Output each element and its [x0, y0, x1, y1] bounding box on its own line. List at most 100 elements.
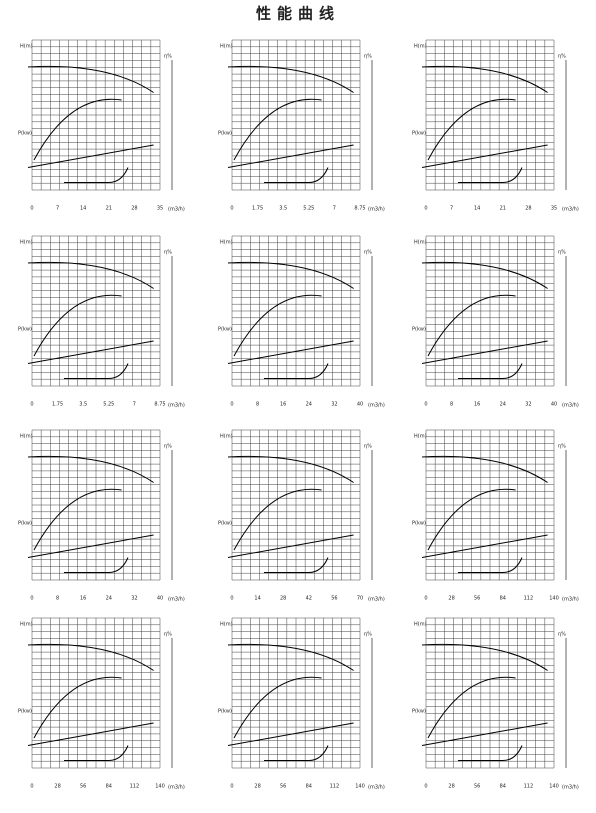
- power-label: P(kw): [18, 709, 32, 715]
- head-curve: [27, 261, 154, 289]
- head-curve: [421, 643, 548, 671]
- head-label: H(m): [20, 240, 33, 246]
- grid: [231, 235, 361, 387]
- flow-label: (m3/h): [562, 597, 579, 603]
- power-label: P(kw): [18, 327, 32, 333]
- performance-chart: H(m) P(kw) η% (m3/h) 0 8 16 24 32 40: [18, 429, 185, 603]
- power-label: P(kw): [412, 521, 426, 527]
- efficiency-label: η%: [164, 54, 172, 60]
- efficiency-curve: [233, 294, 322, 357]
- x-tick-label: 8.75: [154, 402, 165, 408]
- grid: [425, 429, 555, 581]
- npsh-curve: [264, 557, 329, 573]
- npsh-curve: [264, 745, 329, 761]
- efficiency-curve: [427, 294, 516, 357]
- flow-label: (m3/h): [168, 403, 185, 409]
- power-curve: [227, 722, 354, 746]
- efficiency-label: η%: [164, 444, 172, 450]
- performance-chart: H(m) P(kw) η% (m3/h) 0 7 14 21 28 35: [18, 39, 185, 213]
- grid: [425, 235, 555, 387]
- head-curve: [27, 65, 154, 93]
- head-curve: [227, 65, 354, 93]
- power-label: P(kw): [218, 709, 232, 715]
- npsh-curve: [64, 363, 129, 379]
- x-tick-label: 14: [80, 206, 86, 212]
- x-tick-label: 8: [56, 596, 59, 602]
- npsh-curve: [64, 557, 129, 573]
- x-tick-label: 28: [131, 206, 137, 212]
- x-tick-label: 42: [306, 596, 312, 602]
- x-tick-label: 112: [524, 784, 534, 790]
- x-tick-label: 28: [448, 784, 454, 790]
- power-label: P(kw): [18, 131, 32, 137]
- x-tick-label: 28: [280, 596, 286, 602]
- head-curve: [421, 455, 548, 483]
- efficiency-curve: [33, 98, 122, 161]
- x-tick-label: 56: [474, 596, 480, 602]
- head-label: H(m): [414, 240, 427, 246]
- x-tick-label: 112: [130, 784, 140, 790]
- x-tick-label: 0: [230, 402, 233, 408]
- grid: [31, 617, 161, 769]
- grid: [231, 429, 361, 581]
- flow-label: (m3/h): [168, 785, 185, 791]
- efficiency-label: η%: [364, 632, 372, 638]
- x-tick-label: 7: [450, 206, 453, 212]
- x-tick-label: 0: [424, 596, 427, 602]
- npsh-curve: [458, 363, 523, 379]
- efficiency-curve: [427, 98, 516, 161]
- performance-chart: H(m) P(kw) η% (m3/h) 0 28 56 84 112 140: [412, 617, 579, 791]
- performance-chart: H(m) P(kw) η% (m3/h) 0 1.75 3.5 5.25 7 8.75: [218, 39, 385, 213]
- x-tick-label: 140: [549, 596, 559, 602]
- x-tick-label: 35: [551, 206, 557, 212]
- head-label: H(m): [220, 240, 233, 246]
- x-tick-label: 21: [500, 206, 506, 212]
- power-curve: [27, 534, 154, 558]
- x-tick-label: 56: [474, 784, 480, 790]
- npsh-curve: [64, 167, 129, 183]
- head-label: H(m): [414, 622, 427, 628]
- performance-chart: H(m) P(kw) η% (m3/h) 0 28 56 84 112 140: [218, 617, 385, 791]
- x-tick-label: 0: [230, 596, 233, 602]
- flow-label: (m3/h): [562, 403, 579, 409]
- head-curve: [421, 65, 548, 93]
- x-tick-label: 140: [355, 784, 365, 790]
- efficiency-label: η%: [364, 250, 372, 256]
- x-tick-label: 3.5: [279, 206, 287, 212]
- performance-chart: H(m) P(kw) η% (m3/h) 0 7 14 21 28 35: [412, 39, 579, 213]
- x-tick-label: 32: [331, 402, 337, 408]
- efficiency-curve: [233, 488, 322, 551]
- efficiency-curve: [33, 676, 122, 739]
- head-curve: [27, 643, 154, 671]
- page-title: 性能曲线: [256, 5, 340, 23]
- x-tick-label: 3.5: [79, 402, 87, 408]
- x-tick-label: 112: [330, 784, 340, 790]
- efficiency-curve: [233, 98, 322, 161]
- x-tick-label: 24: [306, 402, 312, 408]
- efficiency-curve: [427, 488, 516, 551]
- x-tick-label: 28: [525, 206, 531, 212]
- efficiency-label: η%: [558, 444, 566, 450]
- x-tick-label: 5.25: [303, 206, 314, 212]
- power-curve: [421, 534, 548, 558]
- x-tick-label: 32: [131, 596, 137, 602]
- x-tick-label: 8: [450, 402, 453, 408]
- efficiency-curve: [33, 488, 122, 551]
- efficiency-label: η%: [364, 54, 372, 60]
- flow-label: (m3/h): [562, 785, 579, 791]
- x-tick-label: 1.75: [52, 402, 63, 408]
- x-tick-label: 0: [424, 206, 427, 212]
- power-curve: [227, 534, 354, 558]
- power-curve: [421, 340, 548, 364]
- x-tick-label: 0: [30, 784, 33, 790]
- x-tick-label: 16: [280, 402, 286, 408]
- x-tick-label: 140: [549, 784, 559, 790]
- npsh-curve: [458, 557, 523, 573]
- x-tick-label: 84: [106, 784, 112, 790]
- npsh-curve: [264, 363, 329, 379]
- x-tick-label: 28: [448, 596, 454, 602]
- power-curve: [27, 722, 154, 746]
- performance-chart: H(m) P(kw) η% (m3/h) 0 1.75 3.5 5.25 7 8.75: [18, 235, 185, 409]
- head-label: H(m): [414, 434, 427, 440]
